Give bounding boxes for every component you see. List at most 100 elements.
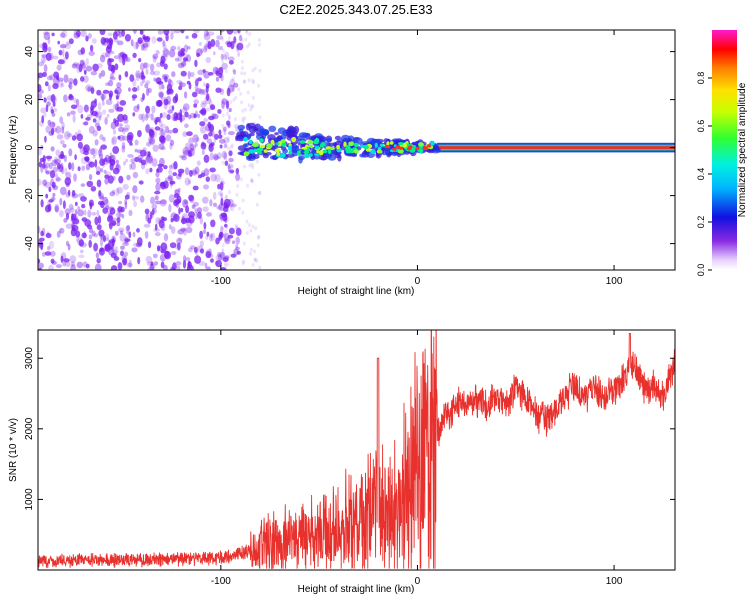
noise-speckle xyxy=(236,171,240,176)
noise-speckle xyxy=(222,233,227,239)
noise-speckle xyxy=(215,254,222,262)
noise-speckle xyxy=(65,223,73,229)
noise-speckle xyxy=(218,203,226,211)
transition-hotspot xyxy=(281,142,287,147)
noise-speckle xyxy=(145,155,153,164)
noise-speckle xyxy=(203,30,209,37)
noise-speckle xyxy=(223,263,227,268)
noise-speckle xyxy=(162,112,167,119)
noise-speckle xyxy=(157,30,164,35)
x-tick-label: 0 xyxy=(415,276,421,287)
transition-hotspot xyxy=(397,148,404,154)
noise-speckle xyxy=(220,267,227,270)
noise-speckle xyxy=(138,113,144,121)
noise-speckle xyxy=(188,215,195,224)
noise-speckle xyxy=(246,44,249,49)
noise-speckle xyxy=(96,179,102,188)
noise-speckle xyxy=(112,146,120,154)
noise-speckle xyxy=(145,168,150,175)
noise-speckle xyxy=(164,250,170,259)
noise-speckle xyxy=(207,121,212,129)
noise-speckle xyxy=(161,74,166,81)
noise-speckle xyxy=(66,112,71,117)
noise-speckle xyxy=(112,249,119,254)
noise-speckle xyxy=(48,186,52,193)
noise-speckle xyxy=(188,148,195,157)
noise-speckle xyxy=(131,156,135,165)
transition-hotspot xyxy=(370,149,376,155)
noise-speckle xyxy=(148,136,153,144)
noise-speckle xyxy=(208,71,214,76)
noise-speckle xyxy=(82,121,89,126)
noise-speckle xyxy=(221,62,228,70)
noise-speckle xyxy=(128,209,133,217)
noise-speckle xyxy=(148,241,152,249)
noise-speckle xyxy=(56,230,61,238)
noise-speckle xyxy=(156,168,159,173)
noise-speckle xyxy=(38,72,44,79)
noise-speckle xyxy=(38,178,42,186)
noise-speckle xyxy=(78,254,85,259)
noise-speckle xyxy=(152,253,158,259)
noise-speckle xyxy=(147,154,151,159)
transition-blob xyxy=(247,153,253,160)
noise-speckle xyxy=(160,199,167,205)
noise-speckle xyxy=(94,122,100,128)
noise-speckle xyxy=(233,124,237,128)
noise-speckle xyxy=(118,175,124,184)
noise-speckle xyxy=(103,37,110,43)
noise-speckle xyxy=(88,174,93,181)
noise-speckle xyxy=(38,262,44,269)
snr-frame xyxy=(37,329,676,571)
noise-speckle xyxy=(98,115,102,121)
noise-speckle xyxy=(143,62,150,68)
noise-speckle xyxy=(251,78,255,83)
noise-speckle xyxy=(204,43,208,51)
noise-speckle xyxy=(72,97,78,103)
noise-speckle xyxy=(86,180,94,188)
noise-speckle xyxy=(243,116,247,121)
noise-speckle xyxy=(151,208,155,216)
noise-speckle xyxy=(132,96,136,101)
noise-speckle xyxy=(88,234,93,240)
noise-speckle xyxy=(181,155,187,161)
noise-speckle xyxy=(223,152,228,161)
noise-speckle xyxy=(117,135,121,140)
noise-speckle xyxy=(116,100,120,107)
noise-speckle xyxy=(201,89,207,96)
noise-speckle xyxy=(149,264,155,270)
noise-speckle xyxy=(188,179,192,185)
noise-speckle xyxy=(227,198,234,208)
noise-speckle xyxy=(135,41,139,50)
noise-speckle xyxy=(55,176,61,183)
noise-speckle xyxy=(184,111,189,118)
noise-speckle xyxy=(71,135,77,141)
noise-speckle xyxy=(211,113,219,120)
noise-speckle xyxy=(221,59,225,64)
noise-speckle xyxy=(52,184,59,191)
noise-speckle xyxy=(188,143,195,152)
noise-speckle xyxy=(219,182,224,191)
noise-speckle xyxy=(202,196,209,204)
y-tick-label: 40 xyxy=(24,46,35,58)
noise-speckle xyxy=(91,38,97,44)
noise-speckle xyxy=(100,144,107,150)
noise-speckle xyxy=(216,205,222,210)
noise-speckle xyxy=(108,239,116,244)
noise-speckle xyxy=(183,229,187,236)
noise-speckle xyxy=(205,93,210,102)
noise-speckle xyxy=(94,109,98,119)
noise-speckle xyxy=(116,221,121,227)
noise-speckle xyxy=(73,173,77,182)
noise-speckle xyxy=(170,30,176,34)
noise-speckle xyxy=(213,155,220,160)
transition-hotspot xyxy=(319,144,324,148)
x-tick-label: -100 xyxy=(211,276,231,287)
noise-speckle xyxy=(71,213,74,222)
noise-speckle xyxy=(78,239,85,247)
noise-speckle xyxy=(151,158,158,167)
noise-speckle xyxy=(197,77,203,82)
spectrogram-ylabel: Frequency (Hz) xyxy=(8,116,19,185)
transition-hotspot xyxy=(389,141,394,145)
transition-hotspot xyxy=(315,145,320,149)
